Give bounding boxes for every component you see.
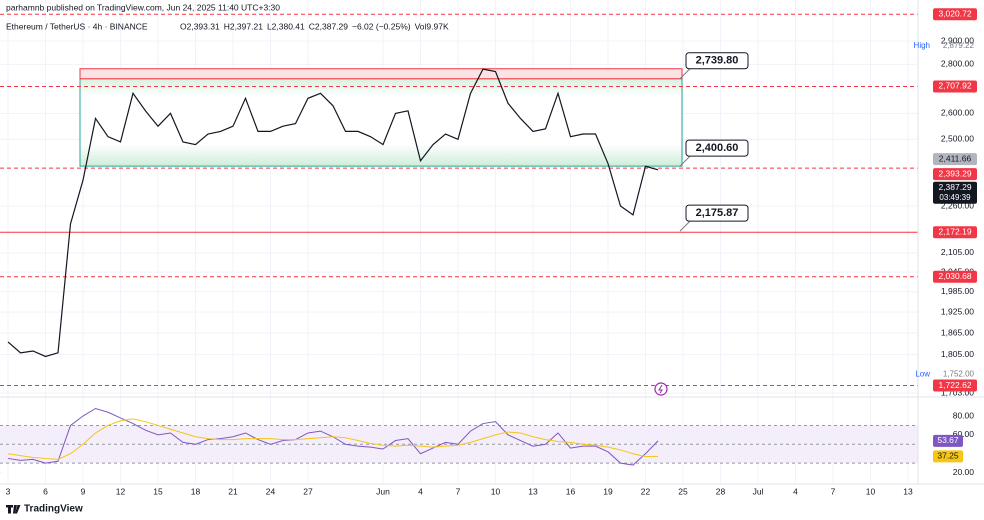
price-line-label-box: [933, 226, 977, 239]
price-line-label: 3,020.72: [938, 8, 971, 18]
price-line-label: 2,707.92: [938, 81, 971, 91]
y-tick-label: 1,985.00: [941, 286, 974, 296]
ohlc-item: C2,387.29: [309, 21, 348, 31]
rsi-value-label: 53.67: [937, 435, 959, 445]
price-line-label-box: [933, 8, 977, 21]
rsi-tick-label: 60.00: [953, 429, 975, 439]
x-tick-label: 7: [456, 486, 461, 496]
x-tick-label: 27: [303, 486, 313, 496]
price-lines: [0, 13, 918, 387]
high-label: 2,879.22: [943, 41, 975, 50]
x-tick-label: 3: [6, 486, 11, 496]
rsi-value-box: [933, 450, 963, 463]
x-tick-label: 4: [793, 486, 798, 496]
price-line-label: 2,030.68: [938, 271, 971, 281]
low-text: Low: [915, 369, 930, 378]
rsi-tick-label: 80.00: [953, 410, 975, 420]
price-line-series: [7, 68, 659, 358]
ohlc-item: H2,397.21: [224, 21, 263, 31]
rsi-value-label: 37.25: [937, 451, 959, 461]
y-tick-label: 2,900.00: [941, 35, 974, 45]
x-tick-label: 15: [153, 486, 163, 496]
callout-leader: [679, 155, 691, 167]
plot: [7, 68, 659, 466]
zones: [79, 68, 683, 167]
y-tick-label: 2,105.00: [941, 247, 974, 257]
callout-label: 2,175.87: [696, 207, 739, 219]
ohlc-item: Vol9.97K: [415, 21, 449, 31]
event-icon-bolt: [658, 384, 663, 394]
x-tick-label: 7: [831, 486, 836, 496]
x-tick-label: 9: [81, 486, 86, 496]
x-tick-label: 13: [528, 486, 538, 496]
y-tick-label: 2,600.00: [941, 108, 974, 118]
y-tick-label: 2,260.00: [941, 200, 974, 210]
y-tick-label: 1,805.00: [941, 349, 974, 359]
event-icon[interactable]: [654, 382, 668, 396]
callout-leader: [679, 220, 691, 232]
x-tick-label: 13: [903, 486, 913, 496]
low-label: 1,752.00: [943, 369, 975, 378]
y-tick-label: 1,925.00: [941, 306, 974, 316]
price-line-label-box: [933, 379, 977, 392]
x-tick-label: 4: [418, 486, 423, 496]
x-tick-label: 10: [866, 486, 876, 496]
y-tick-label: 1,703.00: [941, 387, 974, 397]
x-tick-label: 10: [491, 486, 501, 496]
rsi-value-box: [933, 434, 963, 447]
labels: 3 6 9 12 15 18 21 24 27 Jun 4 7 10 13 16 19 22 25 28 Jul 4 7 1…: [6, 8, 977, 496]
x-tick-label: 12: [116, 486, 126, 496]
price-line-label-box: [933, 80, 977, 93]
callout-leader: [679, 68, 691, 80]
supply-zone: [79, 68, 683, 80]
ohlc-item: −6.02 (−0.25%): [352, 21, 411, 31]
rsi-series: [7, 418, 659, 460]
x-tick-label: 28: [716, 486, 726, 496]
x-tick-label: 21: [228, 486, 238, 496]
x-tick-label: 16: [566, 486, 576, 496]
x-tick-label: Jun: [376, 486, 390, 496]
countdown: 03:49:39: [939, 193, 971, 202]
x-tick-label: Jul: [753, 486, 764, 496]
price-line-label: 2,172.19: [938, 226, 971, 236]
range-zone: [79, 78, 683, 167]
x-tick-label: 25: [678, 486, 688, 496]
ohlc-legend: O2,393.31 H2,397.21 L2,380.41 C2,387.29 −6.0…: [180, 21, 449, 31]
price-line-label-box: [933, 168, 977, 181]
ohlc-item: L2,380.41: [267, 21, 305, 31]
callout-box: [685, 139, 749, 157]
price-line-label-box: [933, 270, 977, 283]
symbol-title: Ethereum / TetherUS · 4h · BINANCE: [6, 21, 148, 31]
callout-box: [685, 52, 749, 70]
price-line-label: 1,722.62: [938, 380, 971, 390]
y-tick-label: 1,865.00: [941, 327, 974, 337]
x-tick-label: 6: [43, 486, 48, 496]
logo-icon: [6, 505, 21, 514]
x-tick-label: 22: [641, 486, 651, 496]
logo-text: TradingView: [24, 504, 83, 515]
y-tick-label: 2,500.00: [941, 134, 974, 144]
x-tick-label: 24: [266, 486, 276, 496]
level-label-box: [933, 153, 977, 166]
last-price-label: 2,387.29: [938, 182, 971, 192]
last-price-box: [933, 181, 977, 204]
x-tick-label: 19: [603, 486, 613, 496]
high-text: High: [914, 41, 930, 50]
ohlc-item: O2,393.31: [180, 21, 220, 31]
x-tick-label: 18: [191, 486, 201, 496]
callout-label: 2,400.60: [696, 142, 739, 154]
level-label: 2,411.66: [939, 153, 972, 163]
callout-label: 2,739.80: [696, 55, 739, 67]
price-line-label: 2,393.29: [938, 168, 971, 178]
rsi-tick-label: 20.00: [953, 467, 975, 477]
y-tick-label: 2,800.00: [941, 59, 974, 69]
author-line: parhamnb published on TradingView.com, J…: [6, 2, 280, 12]
callout-box: [685, 204, 749, 222]
